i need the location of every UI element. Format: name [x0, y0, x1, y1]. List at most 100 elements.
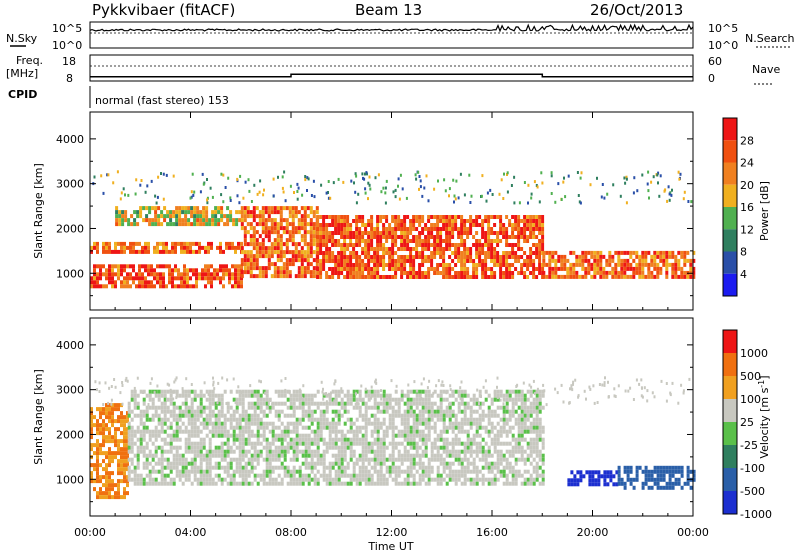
power-cell	[138, 272, 141, 277]
power-cell	[505, 251, 509, 255]
power-cell	[220, 206, 224, 211]
velocity-cell	[427, 409, 431, 414]
velocity-cell	[325, 393, 329, 398]
power-cell	[400, 243, 404, 247]
velocity-cell	[337, 409, 341, 414]
power-cell	[132, 276, 135, 281]
power-cell	[436, 267, 440, 271]
velocity-cell	[469, 445, 473, 450]
power-cell	[352, 251, 356, 255]
velocity-cell	[102, 495, 105, 500]
velocity-cell	[502, 413, 506, 418]
velocity-cell	[292, 437, 296, 442]
velocity-cell	[250, 421, 254, 426]
velocity-cell	[523, 429, 527, 434]
power-cell	[114, 280, 117, 285]
velocity-cell	[163, 413, 167, 418]
power-cell	[388, 235, 392, 239]
power-cell	[513, 201, 516, 205]
velocity-cell	[163, 437, 167, 442]
velocity-cell	[454, 425, 458, 430]
power-cell	[379, 235, 383, 239]
power-cell	[144, 280, 147, 285]
power-cell	[165, 241, 168, 246]
velocity-cell	[493, 393, 497, 398]
power-cell	[535, 219, 539, 223]
velocity-cell	[295, 453, 299, 458]
velocity-cell	[241, 393, 245, 398]
power-cell	[190, 195, 193, 199]
power-cell	[478, 259, 482, 263]
power-cell	[211, 195, 214, 199]
power-cell	[228, 272, 231, 277]
velocity-cell	[268, 409, 272, 414]
velocity-cell	[376, 469, 380, 474]
velocity-cell	[469, 405, 473, 410]
power-cell	[635, 262, 639, 267]
power-cell	[427, 255, 431, 259]
velocity-cell	[232, 417, 236, 422]
velocity-cell	[268, 473, 272, 478]
power-cell	[499, 239, 503, 243]
power-cell	[590, 250, 594, 255]
power-cell	[409, 223, 413, 227]
velocity-cell	[570, 482, 574, 487]
velocity-cell	[349, 481, 353, 486]
velocity-cell	[120, 419, 123, 424]
velocity-cell	[211, 465, 215, 470]
velocity-cell	[352, 405, 356, 410]
power-cell	[385, 215, 389, 219]
velocity-cell	[250, 405, 254, 410]
velocity-cell	[529, 409, 533, 414]
velocity-cell	[139, 449, 143, 454]
power-cell	[304, 175, 307, 178]
power-cell	[662, 254, 666, 259]
velocity-cell	[187, 477, 191, 482]
power-cell	[300, 250, 304, 255]
power-cell	[629, 266, 633, 271]
velocity-cell	[319, 409, 323, 414]
power-cell	[240, 222, 244, 227]
power-cell	[187, 218, 191, 223]
velocity-cell	[151, 465, 155, 470]
velocity-cell	[250, 465, 254, 470]
power-cell	[270, 210, 274, 215]
power-cell	[174, 249, 177, 254]
power-cell	[617, 254, 621, 259]
velocity-cell	[469, 425, 473, 430]
power-cell	[325, 231, 329, 235]
velocity-cell	[424, 441, 428, 446]
velocity-cell	[532, 421, 536, 426]
power-cell	[391, 239, 395, 243]
velocity-cell	[436, 393, 440, 398]
velocity-cell	[214, 473, 218, 478]
velocity-cell	[364, 425, 368, 430]
velocity-cell	[403, 421, 407, 426]
power-cell	[421, 251, 425, 255]
velocity-cell	[514, 401, 518, 406]
power-cell	[385, 219, 389, 223]
velocity-cell	[256, 417, 260, 422]
velocity-cell	[346, 461, 350, 466]
power-cell	[343, 259, 347, 263]
power-cell	[578, 258, 582, 263]
power-cell	[367, 181, 370, 185]
power-cell	[343, 231, 347, 235]
velocity-cell	[460, 473, 464, 478]
velocity-cell	[475, 481, 479, 486]
velocity-cell	[576, 478, 580, 483]
velocity-cell	[433, 477, 437, 482]
power-cell	[300, 274, 304, 279]
power-cell	[364, 263, 368, 267]
power-cell	[192, 241, 195, 246]
power-cell	[680, 270, 684, 275]
power-cell	[508, 243, 512, 247]
power-cell	[303, 270, 307, 275]
velocity-cell	[603, 478, 607, 483]
power-cell	[508, 251, 512, 255]
power-cell	[373, 255, 377, 259]
power-cell	[551, 274, 555, 279]
power-cell	[403, 255, 407, 259]
velocity-cell	[145, 405, 149, 410]
power-cell	[373, 235, 377, 239]
